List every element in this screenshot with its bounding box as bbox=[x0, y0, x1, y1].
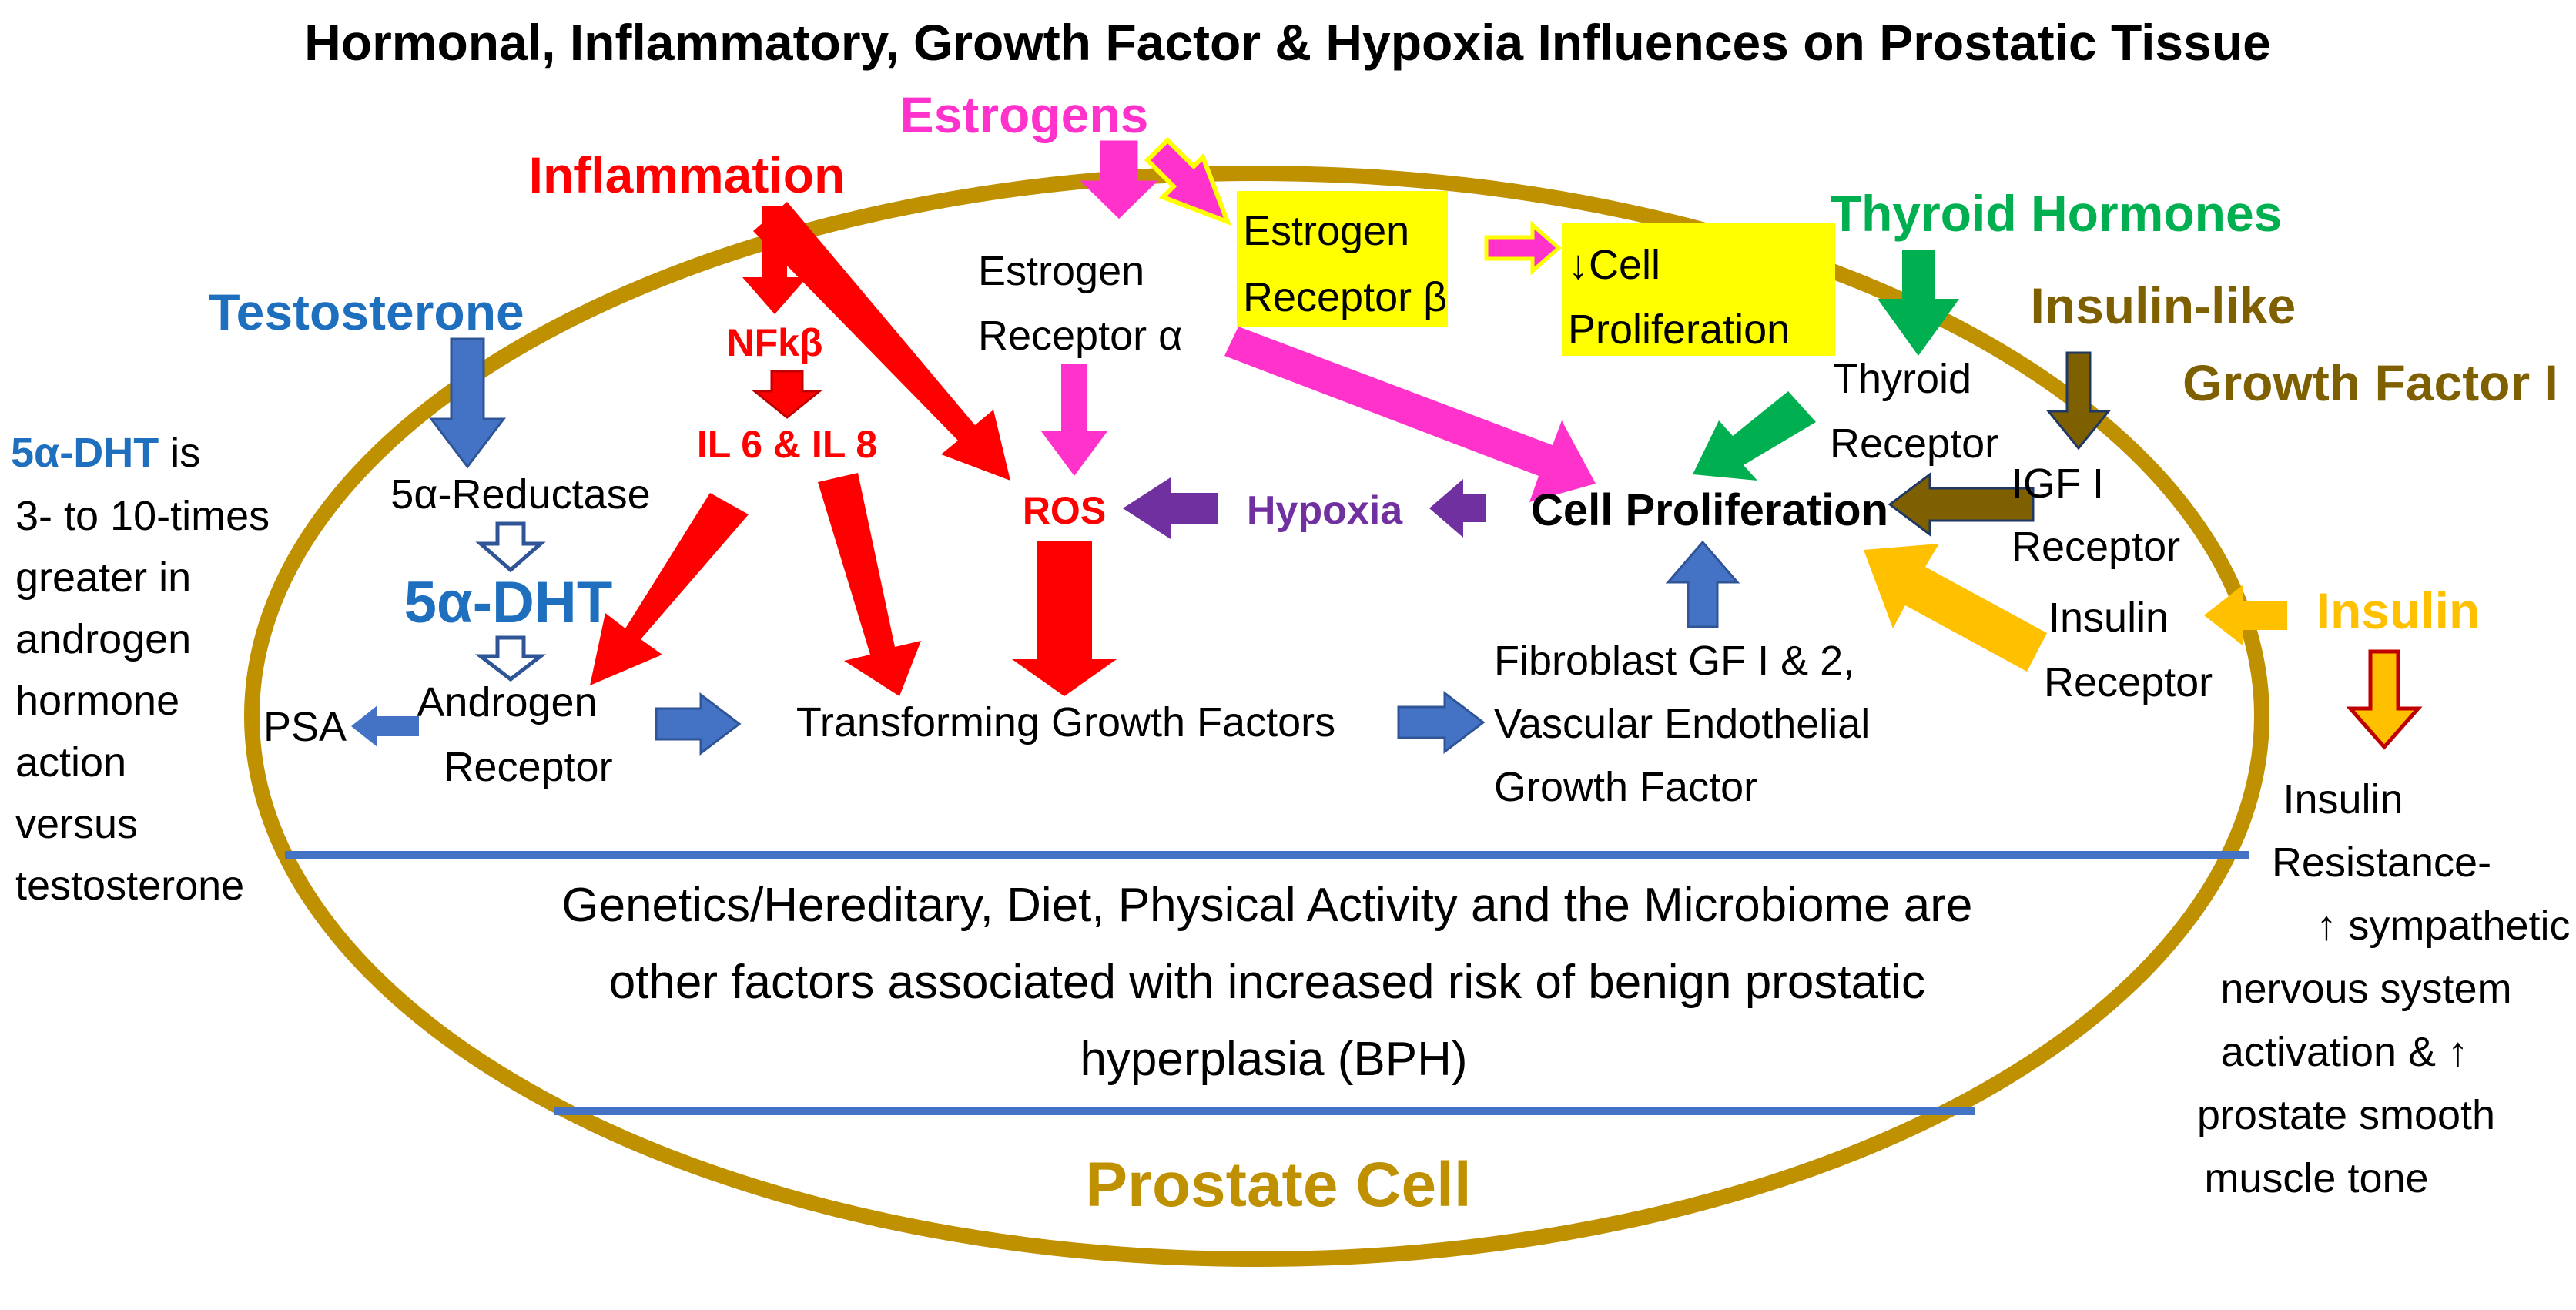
dht-note-line: testosterone bbox=[15, 863, 244, 909]
ros-label: ROS bbox=[1023, 489, 1106, 532]
arrow-thyroid-receptor-to-cell-proliferation bbox=[1693, 391, 1816, 481]
estrogen-receptor-alpha-label: Estrogen Receptor α bbox=[978, 248, 1182, 359]
nfkb-label: NFkβ bbox=[727, 321, 823, 364]
thyroid-hormones-label: Thyroid Hormones bbox=[1831, 185, 2283, 242]
arrow-estrogens-to-er-alpha bbox=[1080, 140, 1158, 219]
decreased-proliferation-line: ↓Cell bbox=[1568, 242, 1660, 288]
interleukins-label: IL 6 & IL 8 bbox=[697, 423, 877, 466]
arrow-tgf-to-fgf-vegf bbox=[1397, 690, 1486, 755]
igf-label: Insulin-like Growth Factor I bbox=[2030, 277, 2558, 411]
arrow-er-alpha-to-ros bbox=[1041, 364, 1107, 476]
arrow-inflammation-to-nfkb bbox=[742, 206, 807, 314]
igf-label-line: Growth Factor I bbox=[2182, 354, 2558, 411]
inflammation-label: Inflammation bbox=[529, 146, 846, 203]
estrogen-receptor-beta-highlight bbox=[1237, 191, 1448, 327]
dht-note-line: action bbox=[15, 739, 126, 786]
decreased-proliferation-label: ↓Cell Proliferation bbox=[1568, 242, 1790, 353]
risk-factors-line: Genetics/Hereditary, Diet, Physical Acti… bbox=[561, 879, 1972, 932]
androgen-receptor-label: Androgen Receptor bbox=[417, 679, 612, 790]
prostate-cell-outline bbox=[244, 166, 2269, 1267]
arrow-androgen-receptor-to-psa bbox=[351, 705, 419, 747]
prostate-cell-label: Prostate Cell bbox=[1085, 1150, 1471, 1220]
arrow-er-alpha-to-cell-proliferation bbox=[1224, 327, 1596, 502]
estrogen-receptor-beta-line: Estrogen bbox=[1243, 208, 1409, 254]
hypoxia-label: Hypoxia bbox=[1247, 488, 1403, 533]
arrow-igf-to-igf-receptor bbox=[2045, 351, 2112, 451]
arrow-er-beta-to-decreased-proliferation bbox=[1484, 220, 1562, 276]
arrow-insulin-receptor-to-cell-proliferation bbox=[1864, 544, 2047, 672]
testosterone-label: Testosterone bbox=[209, 283, 524, 340]
dht-note-line: hormone bbox=[15, 678, 179, 724]
decreased-proliferation-line: Proliferation bbox=[1568, 307, 1790, 353]
dht-note-lead: 5α-DHT bbox=[11, 430, 159, 476]
insulin-note-line: activation & ↑ bbox=[2221, 1029, 2468, 1075]
dht-note-line: greater in bbox=[15, 554, 191, 601]
arrow-testosterone-to-reductase bbox=[428, 337, 507, 469]
estrogen-receptor-beta-label: Estrogen Receptor β bbox=[1243, 208, 1447, 320]
arrow-igf-receptor-to-cell-proliferation bbox=[1888, 472, 2035, 537]
risk-factors-line: other factors associated with increased … bbox=[609, 956, 1925, 1009]
insulin-note-line: muscle tone bbox=[2204, 1155, 2428, 1201]
igf-receptor-line: IGF I bbox=[2012, 461, 2104, 507]
arrow-insulin-to-insulin-receptor bbox=[2204, 585, 2287, 645]
insulin-note-line: Resistance- bbox=[2272, 839, 2491, 886]
igf-receptor-line: Receptor bbox=[2012, 524, 2180, 570]
thyroid-receptor-label: Thyroid Receptor bbox=[1830, 356, 1998, 467]
risk-factors-text: Genetics/Hereditary, Diet, Physical Acti… bbox=[561, 879, 1985, 1086]
arrow-estrogens-to-er-beta bbox=[1144, 136, 1232, 226]
insulin-note-line: prostate smooth bbox=[2197, 1092, 2495, 1138]
estrogens-label: Estrogens bbox=[900, 86, 1149, 143]
arrow-hypoxia-to-ros bbox=[1123, 477, 1218, 539]
dht-note-line: androgen bbox=[15, 616, 191, 662]
fgf-vegf-line: Vascular Endothelial bbox=[1494, 701, 1870, 747]
arrow-thyroid-to-thyroid-receptor bbox=[1878, 250, 1959, 356]
estrogen-receptor-alpha-line: Estrogen bbox=[978, 248, 1144, 294]
fgf-vegf-line: Fibroblast GF I & 2, bbox=[1494, 638, 1854, 684]
decreased-proliferation-highlight bbox=[1562, 223, 1835, 356]
dht-label: 5α-DHT bbox=[404, 570, 613, 635]
androgen-receptor-line: Receptor bbox=[444, 744, 612, 790]
thyroid-receptor-line: Thyroid bbox=[1833, 356, 1971, 402]
dht-note-line: 3- to 10-times bbox=[15, 493, 270, 539]
arrow-dht-to-androgen-receptor bbox=[474, 635, 547, 682]
reductase-label: 5α-Reductase bbox=[390, 471, 650, 518]
dht-note-line: versus bbox=[15, 801, 138, 847]
cell-proliferation-label: Cell Proliferation bbox=[1531, 485, 1888, 535]
thyroid-receptor-line: Receptor bbox=[1830, 420, 1998, 467]
risk-factors-line: hyperplasia (BPH) bbox=[1080, 1033, 1467, 1086]
arrow-interleukins-to-androgen-receptor bbox=[590, 493, 749, 685]
arrow-cell-proliferation-to-hypoxia bbox=[1429, 479, 1486, 538]
insulin-receptor-line: Insulin bbox=[2048, 595, 2169, 641]
arrow-nfkb-to-interleukins bbox=[751, 370, 823, 419]
arrow-ros-to-tgf bbox=[1012, 541, 1117, 696]
insulin-note-line: ↑ sympathetic bbox=[2316, 903, 2570, 949]
insulin-note-line: nervous system bbox=[2220, 966, 2511, 1012]
arrow-inflammation-to-ros bbox=[753, 202, 1010, 481]
arrow-reductase-to-dht bbox=[475, 521, 546, 573]
insulin-receptor-line: Receptor bbox=[2044, 659, 2213, 705]
psa-label: PSA bbox=[263, 704, 347, 750]
dht-note-lead-suffix: is bbox=[159, 430, 200, 476]
insulin-label: Insulin bbox=[2316, 582, 2481, 639]
insulin-note-line: Insulin bbox=[2283, 776, 2403, 823]
arrow-fgf-vegf-to-cell-proliferation bbox=[1665, 540, 1740, 628]
arrow-interleukins-to-tgf bbox=[818, 473, 921, 696]
igf-receptor-label: IGF I Receptor bbox=[2012, 461, 2180, 570]
fgf-vegf-label: Fibroblast GF I & 2, Vascular Endothelia… bbox=[1494, 638, 1881, 810]
igf-label-line: Insulin-like bbox=[2030, 277, 2296, 334]
estrogen-receptor-alpha-line: Receptor α bbox=[978, 313, 1182, 359]
tgf-label: Transforming Growth Factors bbox=[796, 699, 1335, 745]
androgen-receptor-line: Androgen bbox=[417, 679, 597, 725]
diagram-title: Hormonal, Inflammatory, Growth Factor & … bbox=[304, 14, 2271, 71]
fgf-vegf-line: Growth Factor bbox=[1494, 764, 1757, 810]
dht-note: 5α-DHT is 3- to 10-times greater in andr… bbox=[11, 430, 281, 909]
insulin-receptor-label: Insulin Receptor bbox=[2044, 595, 2213, 705]
insulin-note: Insulin Resistance- ↑ sympathetic nervou… bbox=[2197, 776, 2576, 1201]
estrogen-receptor-beta-line: Receptor β bbox=[1243, 274, 1447, 320]
arrow-androgen-receptor-to-tgf bbox=[655, 692, 742, 756]
arrow-insulin-to-insulin-resistance bbox=[2346, 649, 2423, 750]
